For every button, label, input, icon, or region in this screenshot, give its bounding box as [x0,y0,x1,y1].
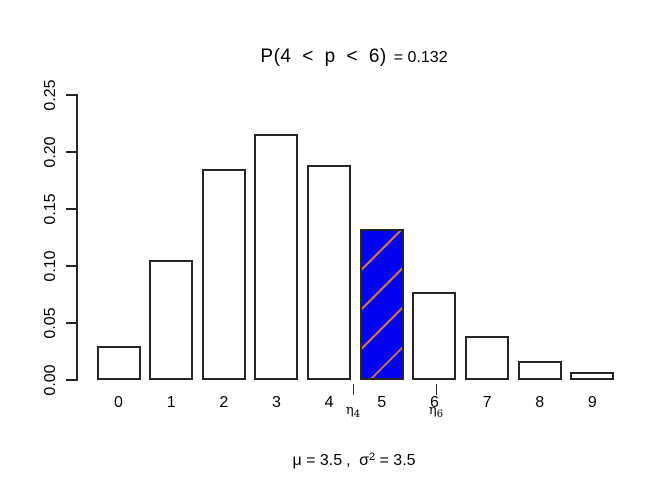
x-tick-label-3: 3 [271,394,281,411]
x-tick-label-9: 9 [587,394,597,411]
eta-marker-tick-4 [353,384,355,395]
y-tick [66,208,76,210]
mu-value: μ = 3.5 [292,452,343,469]
bar-1 [149,260,194,380]
y-tick [66,322,76,324]
bar-2 [201,169,246,380]
bar-5-highlighted [359,229,404,380]
separator-comma: , [346,452,351,469]
y-tick-label: 0.10 [42,250,59,282]
y-tick [66,265,76,267]
x-tick-label-0: 0 [114,394,123,411]
y-tick-label: 0.15 [42,193,59,225]
eta-marker-label-4: η4 [345,403,361,420]
bar-0 [96,346,141,380]
title-probability-expression: P(4 < p < 6) [260,46,387,67]
bar-8 [517,361,562,380]
x-tick-label-5: 5 [377,394,387,411]
eta-marker-label-6: η6 [428,403,444,420]
x-tick-label-4: 4 [324,394,334,411]
x-tick-label-8: 8 [535,394,545,411]
sigma-value: σ2 = 3.5 [359,451,416,469]
y-axis [76,94,78,381]
title-probability-value: = 0.132 [393,49,448,66]
y-tick-label: 0.05 [42,307,59,339]
bar-3 [254,134,299,380]
chart-title: P(4 < p < 6) = 0.132 [260,46,447,68]
bar-7 [465,336,510,380]
parameters-label: μ = 3.5, σ2 = 3.5 [292,451,415,470]
bar-9 [570,372,615,380]
eta-marker-tick-6 [436,384,438,395]
y-tick-label: 0.20 [42,136,59,168]
x-tick-label-1: 1 [166,394,176,411]
y-tick [66,94,76,96]
y-tick-label: 0.25 [42,79,59,111]
bar-4 [307,165,352,380]
x-tick-label-2: 2 [219,394,229,411]
x-tick-label-6: 6 [429,394,439,411]
bar-6 [412,292,457,380]
y-tick-label: 0.00 [42,364,59,396]
x-tick-label-7: 7 [482,394,492,411]
y-tick [66,151,76,153]
y-tick [66,379,76,381]
